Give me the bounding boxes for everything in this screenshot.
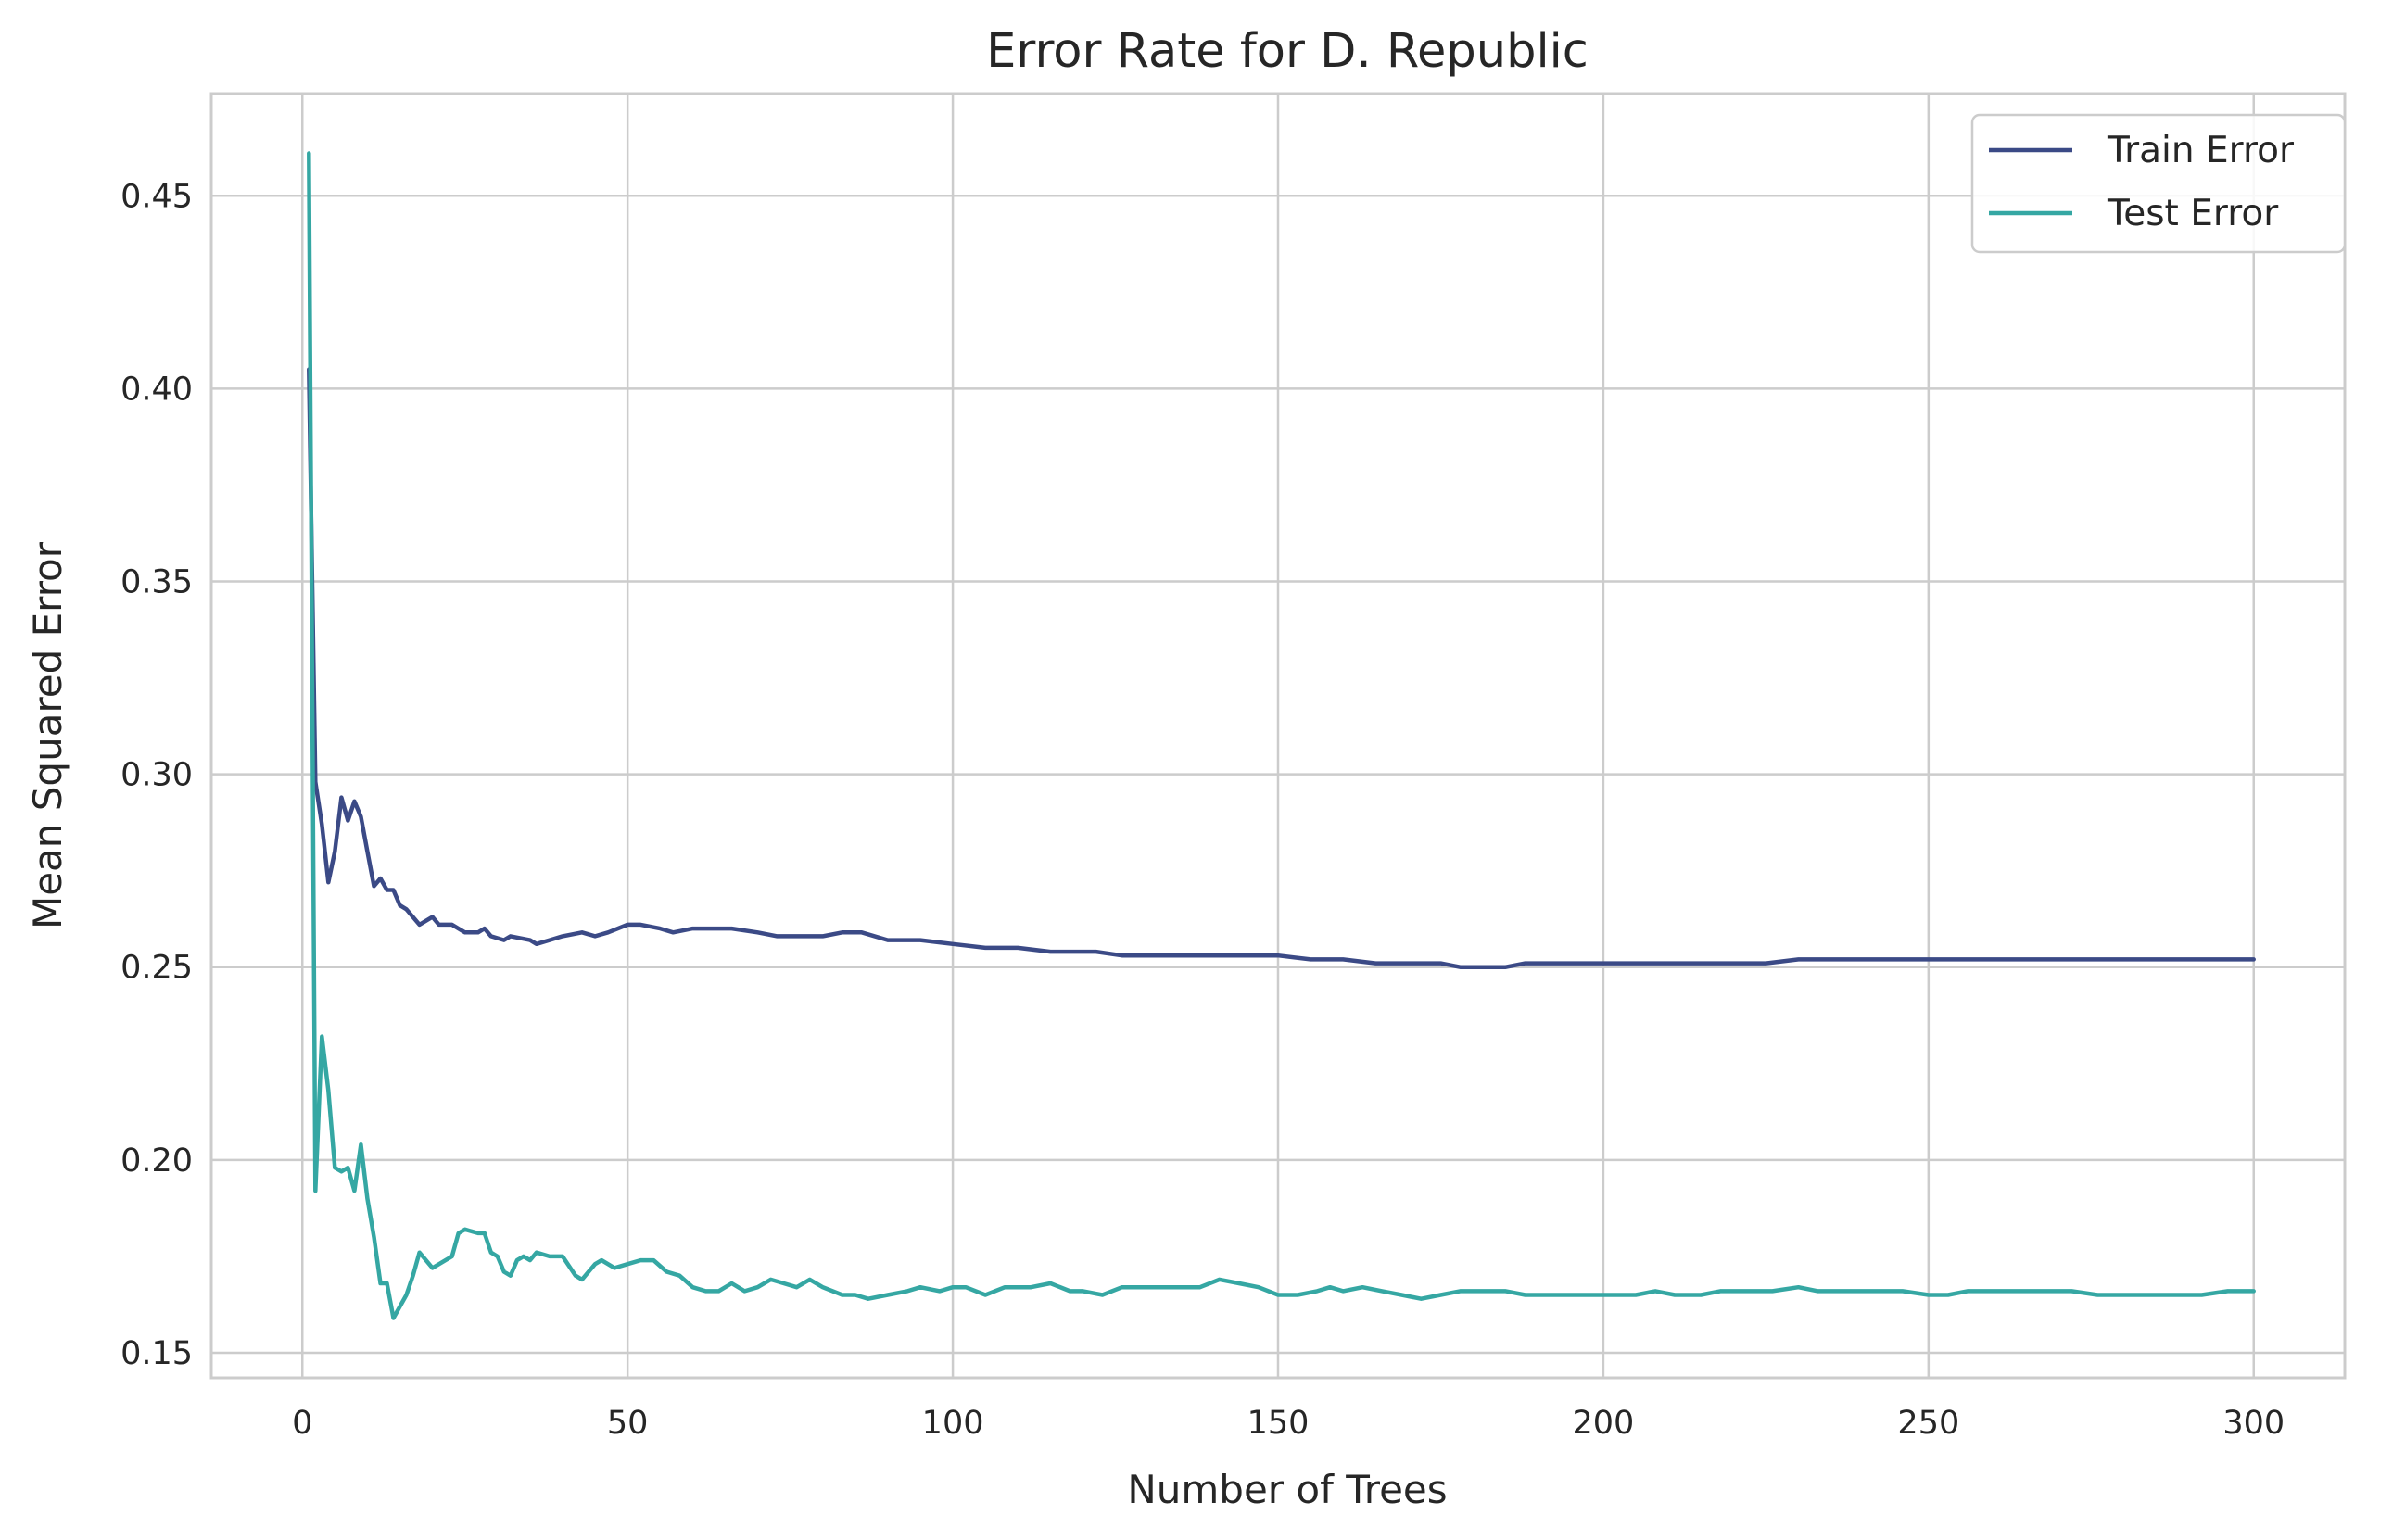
x-tick-label: 200 xyxy=(1573,1405,1635,1442)
chart-title: Error Rate for D. Republic xyxy=(986,24,1589,79)
x-axis-title: Number of Trees xyxy=(1127,1467,1447,1512)
y-tick-label: 0.45 xyxy=(120,178,193,215)
y-tick-label: 0.30 xyxy=(120,757,193,794)
legend-label-train: Train Error xyxy=(2107,130,2295,171)
y-tick-labels: 0.15 0.20 0.25 0.30 0.35 0.40 0.45 xyxy=(120,178,193,1372)
y-tick-label: 0.20 xyxy=(120,1142,193,1180)
series-line-test xyxy=(307,151,2256,1320)
series-layer xyxy=(307,151,2256,1320)
y-tick-label: 0.40 xyxy=(120,371,193,408)
plot-frame xyxy=(209,92,2347,1380)
y-tick-label: 0.35 xyxy=(120,564,193,601)
x-tick-labels: 0 50 100 150 200 250 300 xyxy=(292,1405,2285,1442)
x-tick-label: 0 xyxy=(292,1405,312,1442)
y-tick-label: 0.25 xyxy=(120,950,193,987)
x-tick-label: 300 xyxy=(2222,1405,2285,1442)
legend: Train Error Test Error xyxy=(1970,113,2347,254)
x-tick-label: 50 xyxy=(607,1405,649,1442)
x-tick-label: 150 xyxy=(1247,1405,1310,1442)
y-axis-title: Mean Squared Error xyxy=(25,541,70,929)
series-line-train xyxy=(307,367,2256,969)
y-tick-label: 0.15 xyxy=(120,1335,193,1372)
legend-label-test: Test Error xyxy=(2107,193,2279,234)
x-tick-label: 250 xyxy=(1897,1405,1959,1442)
x-gridlines xyxy=(301,94,2255,1378)
x-tick-label: 100 xyxy=(922,1405,984,1442)
y-gridlines xyxy=(211,195,2345,1355)
